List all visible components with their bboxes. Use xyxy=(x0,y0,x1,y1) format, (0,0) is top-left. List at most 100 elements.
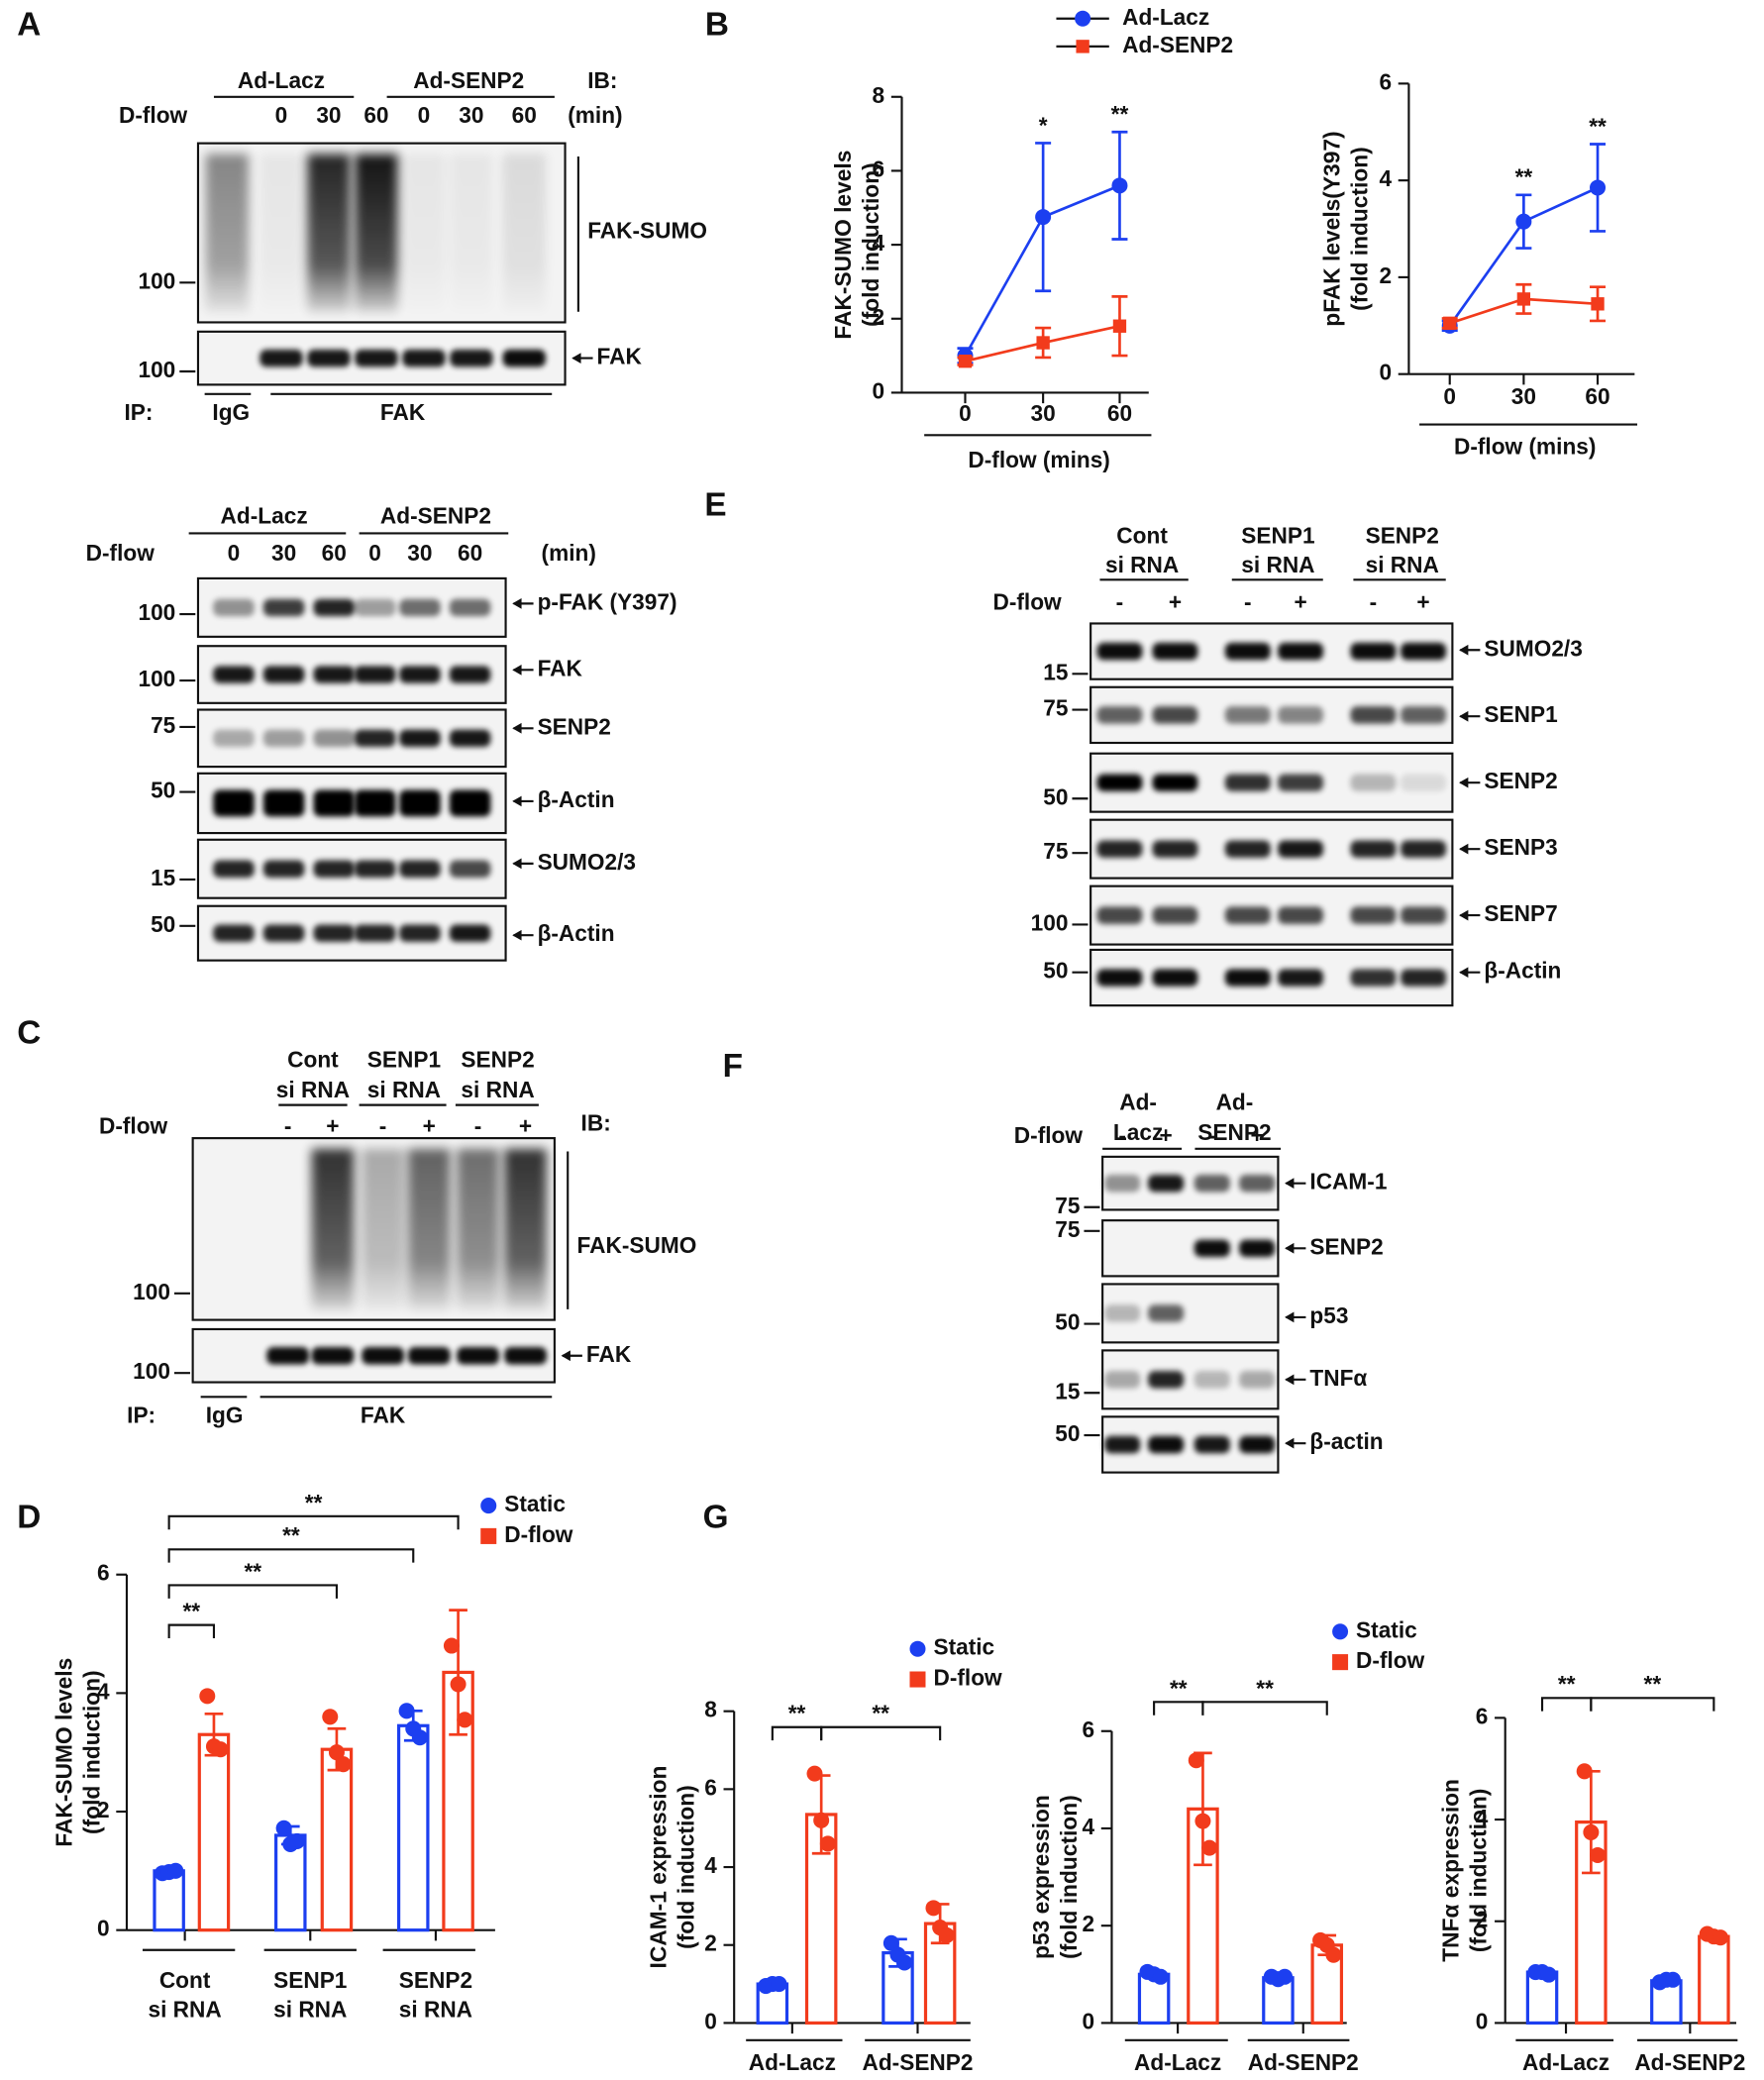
blot-band xyxy=(213,789,255,817)
legend-label: D-flow xyxy=(933,1665,1002,1691)
y-tick-label: 0 xyxy=(1476,2008,1489,2033)
point-marker xyxy=(909,1640,926,1657)
group-label: si RNA xyxy=(461,1077,534,1102)
label-arrow-head xyxy=(1459,843,1469,855)
group-label: SENP2 xyxy=(461,1046,534,1072)
x-tick-label: Ad-Lacz xyxy=(1522,2049,1609,2075)
point-marker xyxy=(819,1835,836,1852)
significance-bracket xyxy=(167,1514,460,1530)
group-label: si RNA xyxy=(367,1077,441,1102)
point-marker xyxy=(1277,1968,1294,1985)
blot-band xyxy=(313,789,356,817)
point-marker xyxy=(1036,336,1050,350)
point-marker xyxy=(1590,1846,1607,1864)
legend-label: Static xyxy=(504,1491,566,1516)
y-tick-label: 6 xyxy=(873,156,885,181)
lane-label: + xyxy=(326,1112,339,1138)
x-tick-label: Ad-Lacz xyxy=(1134,2049,1221,2075)
point-marker xyxy=(1540,1966,1557,1983)
point-marker xyxy=(480,1527,497,1544)
blot-band xyxy=(1278,642,1324,661)
y-axis-label: ICAM-1 expression xyxy=(646,1766,672,1969)
y-tick-label: 2 xyxy=(1083,1911,1095,1936)
significance: ** xyxy=(1111,101,1129,127)
legend-label: Ad-Lacz xyxy=(1122,4,1209,30)
point-marker xyxy=(1515,213,1532,230)
lane-label: + xyxy=(1159,1122,1172,1148)
blot-band xyxy=(1148,1174,1185,1193)
bar xyxy=(197,1732,231,1932)
ip-group: FAK xyxy=(361,1402,406,1427)
blot-band xyxy=(1401,840,1447,858)
y-tick-label: 0 xyxy=(704,2008,717,2033)
x-tick-label: 60 xyxy=(1107,400,1132,426)
strip-label: p53 xyxy=(1309,1302,1348,1328)
y-axis-label: (fold induction) xyxy=(858,162,883,327)
x-tick-label: Ad-SENP2 xyxy=(1634,2049,1745,2075)
blot-strip xyxy=(1090,752,1454,813)
x-axis-label: D-flow (mins) xyxy=(968,447,1109,472)
blot-band xyxy=(362,1347,404,1365)
x-tick-label: 30 xyxy=(1511,383,1536,409)
ib-label: IB: xyxy=(581,1110,611,1136)
strip-label: β-Actin xyxy=(1484,958,1561,984)
blot-band xyxy=(262,598,305,617)
lane-label: - xyxy=(1244,588,1252,614)
blot-band xyxy=(1104,1174,1141,1193)
lane-label: + xyxy=(1250,1122,1263,1148)
blot-band xyxy=(1278,906,1324,924)
y-axis-label: (fold induction) xyxy=(1465,1789,1491,1953)
blot-smear xyxy=(259,154,303,312)
blot-band xyxy=(1401,706,1447,724)
x-tick-label: 30 xyxy=(1031,400,1056,426)
blot-band xyxy=(262,666,305,683)
y-tick-label: 2 xyxy=(97,1797,110,1822)
size-marker: 100 xyxy=(138,357,175,382)
label-arrow-head xyxy=(512,722,522,734)
y-tick-label: 6 xyxy=(1476,1703,1489,1728)
label-arrow-head xyxy=(512,858,522,870)
significance: * xyxy=(1039,112,1048,138)
condition-label: D-flow xyxy=(992,588,1062,614)
blot-strip xyxy=(1090,948,1454,1007)
blot-band xyxy=(1350,774,1397,791)
size-marker: 100 xyxy=(138,599,175,625)
strip-label: FAK-SUMO xyxy=(577,1232,697,1258)
size-marker: 75 xyxy=(1043,838,1068,864)
point-marker xyxy=(167,1862,184,1879)
blot-band xyxy=(313,729,356,748)
blot-band xyxy=(1152,706,1198,724)
blot-band xyxy=(262,860,305,878)
point-marker xyxy=(1712,1929,1729,1946)
strip-label: SENP2 xyxy=(1309,1233,1383,1259)
label-arrow-head xyxy=(1285,1242,1295,1254)
blot-band xyxy=(1193,1435,1230,1454)
y-tick-label: 4 xyxy=(1083,1814,1095,1839)
significance: ** xyxy=(244,1558,261,1584)
point-marker xyxy=(1076,40,1090,53)
blot-band xyxy=(355,349,398,367)
blot-band xyxy=(354,924,396,942)
x-tick-label: si RNA xyxy=(399,1996,472,2022)
x-tick-label: Ad-SENP2 xyxy=(1248,2049,1359,2075)
point-marker xyxy=(1325,1946,1342,1963)
blot-band xyxy=(1152,642,1198,661)
point-marker xyxy=(480,1498,497,1514)
size-marker: 75 xyxy=(1055,1193,1080,1218)
y-tick-label: 0 xyxy=(1083,2008,1095,2033)
blot-band xyxy=(307,349,351,367)
x-tick-label: 0 xyxy=(959,400,972,426)
size-marker: 50 xyxy=(1055,1309,1080,1335)
unit-label: (min) xyxy=(568,102,622,128)
lane-label: + xyxy=(1416,588,1429,614)
blot-band xyxy=(213,860,255,878)
blot-band xyxy=(502,349,546,367)
strip-label: FAK xyxy=(538,655,583,680)
point-marker xyxy=(212,1741,229,1758)
bar xyxy=(320,1747,354,1932)
blot-band xyxy=(450,349,493,367)
blot-band xyxy=(213,598,255,617)
y-tick-label: 4 xyxy=(97,1678,110,1704)
x-tick-label: si RNA xyxy=(148,1996,221,2022)
